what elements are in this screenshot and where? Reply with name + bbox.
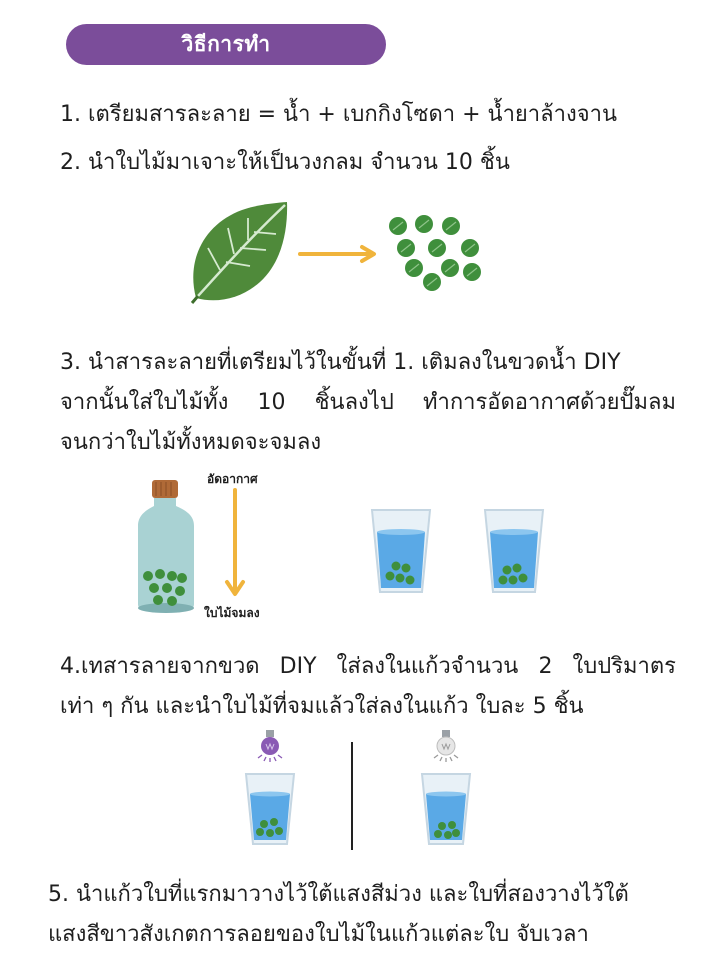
step-5-line-2: แสงสีขาวสังเกตการลอยของใบไม้ในแก้วแต่ละใ… <box>48 922 589 947</box>
glass-of-water-icon <box>244 773 296 845</box>
leaves-sink-label: ใบไม้จมลง <box>204 606 260 620</box>
bottle-icon <box>138 480 194 613</box>
purple-bulb-icon <box>257 730 283 762</box>
down-arrow-icon <box>225 488 245 596</box>
white-bulb-icon <box>433 730 459 762</box>
step-4-line-2: เท่า ๆ กัน และนำใบไม้ที่จมแล้วใส่ลงในแก้… <box>60 694 584 719</box>
step-1: 1. เตรียมสารละลาย = น้ำ + เบกกิงโซดา + น… <box>60 102 618 127</box>
divider <box>351 742 353 850</box>
glass-of-water-icon <box>370 509 432 593</box>
step-4-line-1: 4.เทสารลายจากขวด DIY ใส่ลงในแก้วจำนวน 2 … <box>60 654 676 679</box>
step-2: 2. นำใบไม้มาเจาะให้เป็นวงกลม จำนวน 10 ชิ… <box>60 150 510 175</box>
glass-of-water-icon <box>420 773 472 845</box>
leaf-discs-icon <box>389 215 481 291</box>
step-3-line-3: จนกว่าใบไม้ทั้งหมดจะจมลง <box>60 430 322 455</box>
right-arrow-icon <box>298 245 376 263</box>
page-title: วิธีการทำ <box>66 24 386 65</box>
compress-label: อัดอากาศ <box>207 472 258 486</box>
glass-of-water-icon <box>483 509 545 593</box>
step-5-line-1: 5. นำแก้วใบที่แรกมาวางไว้ใต้แสงสีม่วง แล… <box>48 882 629 907</box>
step-3-line-1: 3. นำสารละลายที่เตรียมไว้ในขั้นที่ 1. เต… <box>60 350 621 375</box>
step-3-line-2: จากนั้นใส่ใบไม้ทั้ง 10 ชิ้นลงไป ทำการอัด… <box>60 390 676 415</box>
leaf-icon <box>190 202 288 304</box>
